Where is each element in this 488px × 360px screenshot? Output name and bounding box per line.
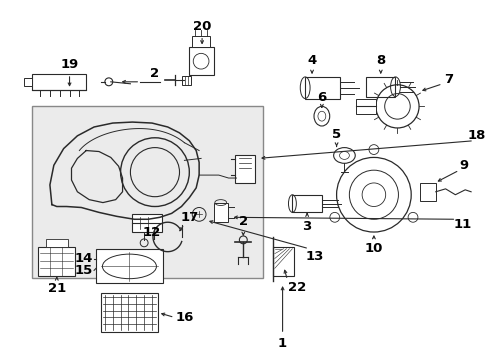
Text: 22: 22 [287,282,306,294]
Text: 2: 2 [238,215,247,228]
Bar [32,74,86,90]
Text: 4: 4 [307,54,316,67]
Text: 15: 15 [74,264,92,277]
Bar [189,48,213,75]
Text: 14: 14 [74,252,92,265]
Text: 2: 2 [150,67,159,81]
Text: 6: 6 [317,91,326,104]
Bar [101,293,158,332]
Text: 20: 20 [192,20,211,33]
Text: 9: 9 [459,159,468,172]
Text: 11: 11 [452,218,470,231]
Bar [419,183,435,201]
Text: 19: 19 [61,58,79,71]
Text: 1: 1 [278,337,286,351]
Bar [305,77,339,99]
Text: 8: 8 [375,54,385,67]
Bar [24,78,32,86]
Text: 17: 17 [180,211,198,224]
Text: 3: 3 [302,220,311,233]
Bar [192,36,209,48]
Bar [213,203,227,222]
Text: 18: 18 [467,129,485,142]
Bar [366,77,395,96]
Bar [272,247,294,276]
Bar [182,76,191,85]
Bar [235,156,255,183]
Text: 21: 21 [47,283,66,296]
Text: 13: 13 [305,250,324,263]
Text: 12: 12 [142,225,161,239]
Bar [46,239,67,247]
Text: 5: 5 [331,128,341,141]
Bar [32,106,263,278]
Bar [132,214,162,232]
Text: 10: 10 [364,242,382,255]
Text: 7: 7 [443,73,452,86]
Bar [96,249,163,283]
Bar [292,195,321,212]
Bar [355,99,375,114]
Text: 16: 16 [175,311,193,324]
Bar [38,247,75,276]
